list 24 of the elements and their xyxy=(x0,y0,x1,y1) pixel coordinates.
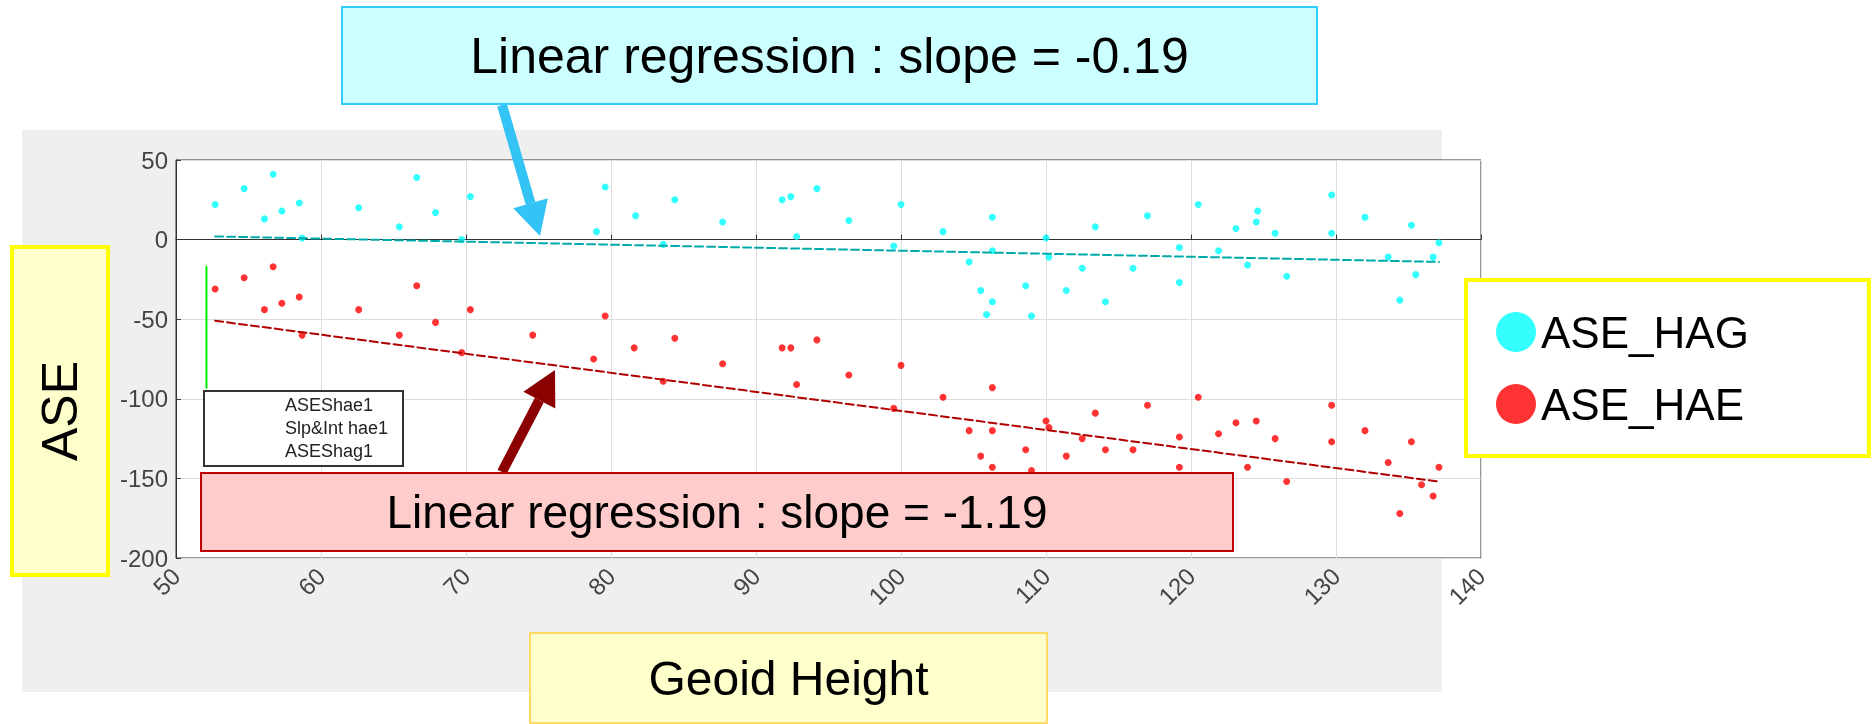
x-tick-label: 110 xyxy=(1009,562,1056,609)
x-tick-label: 120 xyxy=(1153,562,1201,610)
x-tick-label: 140 xyxy=(1443,562,1491,610)
y-tick-label: -50 xyxy=(133,305,168,333)
callout-box: Linear regression : slope = -1.19 xyxy=(200,472,1234,552)
annotation: ASEShae1 xyxy=(285,394,375,417)
y-tick-label: 50 xyxy=(141,146,168,174)
callout-box: Linear regression : slope = -0.19 xyxy=(341,6,1318,105)
annotation: ASEShag1 xyxy=(285,440,375,463)
legend-label: ASE_HAE xyxy=(1541,379,1744,429)
y-tick-label: 0 xyxy=(154,226,168,254)
x-tick-label: 90 xyxy=(727,562,766,601)
x-tick-label: 70 xyxy=(437,562,476,601)
annotation: Slp&Int hae1 xyxy=(285,417,389,440)
y-tick-label: -100 xyxy=(119,385,168,413)
y-axis-title: ASE xyxy=(31,360,89,462)
x-tick-label: 100 xyxy=(863,562,911,610)
legend-box: ASEShae1 Slp&Int hae1 ASEShag1 xyxy=(203,390,405,467)
x-tick-label: 60 xyxy=(292,562,331,601)
x-tick-label: 130 xyxy=(1298,562,1346,610)
y-tick-label: -150 xyxy=(119,464,168,492)
x-tick-label: 80 xyxy=(582,562,621,601)
legend-label: ASE_HAG xyxy=(1541,307,1749,357)
x-axis-title: Geoid Height xyxy=(529,632,1048,724)
